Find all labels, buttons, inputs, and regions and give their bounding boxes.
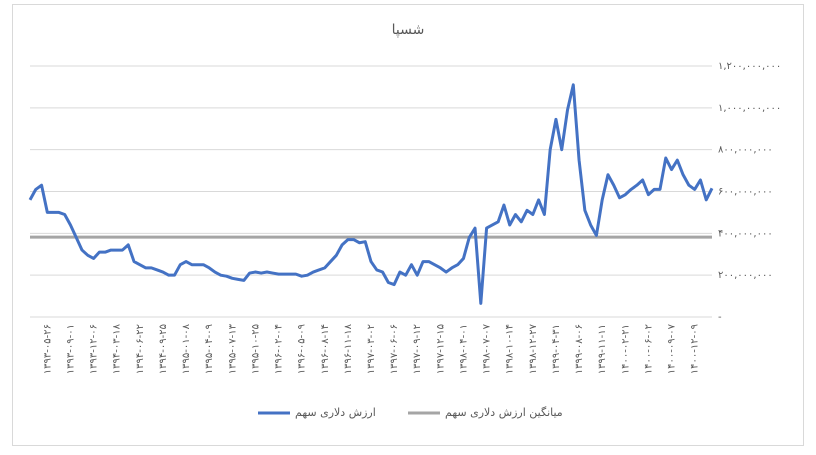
- x-tick-label: ۱۳۹۳-۱۲-۰۶: [89, 324, 100, 374]
- x-tick-label: ۱۳۹۴-۰۶-۲۲: [135, 324, 146, 374]
- y-tick-label: ۶۰۰,۰۰۰,۰۰۰: [718, 187, 773, 198]
- x-tick-label: ۱۴۰۰-۱۲-۰۹: [690, 324, 701, 374]
- y-tick-label: ۱,۰۰۰,۰۰۰,۰۰۰: [718, 103, 781, 114]
- x-tick-label: ۱۳۹۷-۱۲-۱۵: [435, 324, 446, 374]
- x-tick-label: ۱۳۹۵-۰۱-۰۸: [181, 323, 192, 374]
- x-tick-label: ۱۳۹۶-۰۸-۱۴: [320, 324, 331, 374]
- data-line: [28, 83, 714, 305]
- x-tick-label: ۱۳۹۹-۱۱-۱۱: [597, 324, 608, 374]
- y-tick-label: ۴۰۰,۰۰۰,۰۰۰: [718, 228, 773, 239]
- x-tick-label: ۱۳۹۸-۰۷-۰۷: [482, 323, 493, 374]
- x-tick-label: ۱۳۹۷-۰۳-۰۲: [366, 324, 377, 374]
- x-tick-label: ۱۳۹۵-۱۰-۲۵: [250, 324, 261, 374]
- x-tick-label: ۱۳۹۶-۱۱-۱۸: [343, 323, 354, 374]
- y-tick-label: ۱,۲۰۰,۰۰۰,۰۰۰: [718, 61, 781, 72]
- x-tick-label: ۱۴۰۰-۰۹-۰۷: [667, 323, 678, 374]
- x-tick-label: ۱۴۰۰-۰۲-۲۱: [620, 324, 631, 374]
- x-tick-label: ۱۳۹۵-۰۷-۱۳: [227, 323, 238, 374]
- x-tick-label: ۱۳۹۸-۱۲-۲۷: [528, 323, 539, 374]
- y-tick-label: ۲۰۰,۰۰۰,۰۰۰: [718, 270, 773, 281]
- y-tick-label: -: [718, 312, 722, 323]
- x-tick-label: ۱۳۹۳-۰۵-۲۶: [42, 324, 53, 374]
- x-tick-label: ۱۳۹۸-۱۰-۱۴: [505, 324, 516, 374]
- x-tick-label: ۱۴۰۰-۰۶-۰۲: [643, 324, 654, 374]
- x-tick-label: ۱۳۹۶-۰۲-۰۴: [274, 324, 285, 374]
- legend-label: میانگین ارزش دلاری سهم: [445, 406, 563, 419]
- x-tick-label: ۱۳۹۹-۰۸-۰۶: [574, 324, 585, 374]
- x-tick-label: ۱۳۹۶-۰۵-۰۹: [297, 324, 308, 374]
- x-tick-label: ۱۳۹۷-۰۹-۱۲: [412, 324, 423, 374]
- x-tick-label: ۱۳۹۹-۰۴-۳۱: [551, 324, 562, 374]
- x-tick-label: ۱۳۹۵-۰۴-۰۹: [204, 324, 215, 374]
- chart-title: شسپا: [392, 22, 425, 38]
- x-tick-label: ۱۳۹۸-۰۴-۰۱: [458, 324, 469, 374]
- legend-label: ارزش دلاری سهم: [295, 406, 376, 419]
- chart-frame: [12, 4, 804, 446]
- x-tick-label: ۱۳۹۴-۰۹-۲۵: [158, 324, 169, 374]
- x-tick-label: ۱۳۹۷-۰۶-۰۶: [389, 324, 400, 374]
- y-tick-label: ۸۰۰,۰۰۰,۰۰۰: [718, 145, 773, 156]
- x-tick-label: ۱۳۹۴-۰۳-۱۸: [112, 323, 123, 374]
- x-tick-label: ۱۳۹۳-۰۹-۰۱: [65, 324, 76, 374]
